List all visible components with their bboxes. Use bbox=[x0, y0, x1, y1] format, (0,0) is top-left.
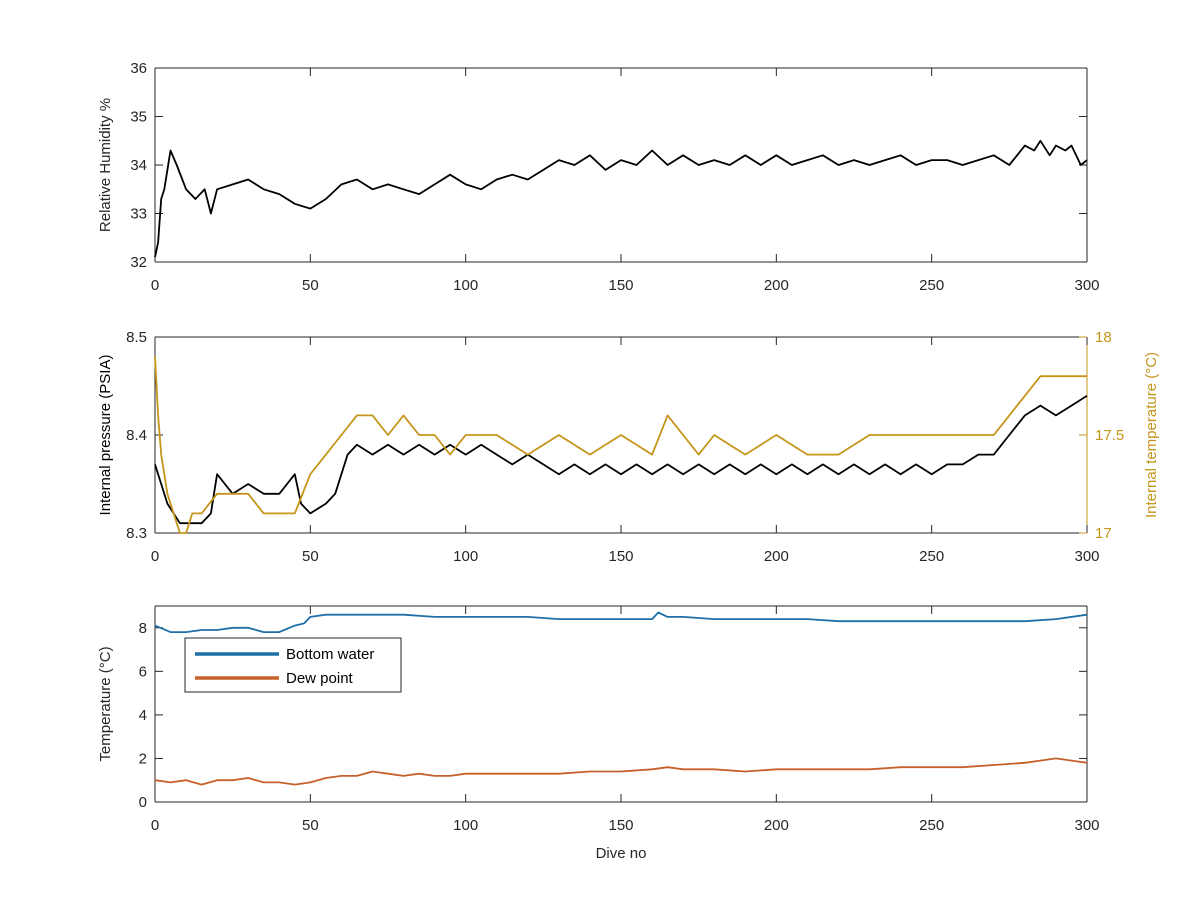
y-tick-label: 36 bbox=[130, 60, 147, 77]
x-tick-label: 0 bbox=[151, 277, 159, 294]
y-axis-label: Temperature (°C) bbox=[97, 646, 114, 761]
y2-axis-label: Internal temperature (°C) bbox=[1143, 352, 1160, 518]
x-tick-label: 250 bbox=[919, 277, 944, 294]
y-tick-label: 2 bbox=[139, 750, 147, 767]
x-tick-label: 0 bbox=[151, 548, 159, 565]
y-tick-label: 35 bbox=[130, 109, 147, 126]
y-tick-label: 34 bbox=[130, 157, 147, 174]
y2-tick-label: 17.5 bbox=[1095, 427, 1124, 444]
y-axis-label: Relative Humidity % bbox=[97, 98, 114, 232]
series-bottom-water-line bbox=[154, 611, 1088, 633]
y-axis-label: Internal pressure (PSIA) bbox=[97, 355, 114, 516]
x-tick-label: 150 bbox=[608, 548, 633, 565]
series-2-1-line bbox=[154, 395, 1088, 525]
y-tick-label: 33 bbox=[130, 206, 147, 223]
x-tick-label: 100 bbox=[453, 817, 478, 834]
x-tick-label: 50 bbox=[302, 277, 319, 294]
x-tick-label: 150 bbox=[608, 277, 633, 294]
panel-2: 0 50 100 150 200 250 300 8.3 8.4 8.5 17 17.5 18 Inter… bbox=[97, 329, 1160, 565]
series-1-1-line bbox=[154, 139, 1088, 258]
x-tick-label: 200 bbox=[764, 277, 789, 294]
y-tick-label: 8 bbox=[139, 620, 147, 637]
x-tick-label: 300 bbox=[1074, 277, 1099, 294]
series-dew-point-line bbox=[154, 757, 1088, 786]
legend-box bbox=[184, 637, 402, 693]
legend-label: Dew point bbox=[286, 670, 354, 687]
y-tick-label: 6 bbox=[139, 663, 147, 680]
y-tick-label: 4 bbox=[139, 707, 147, 724]
y-tick-label: 8.5 bbox=[126, 329, 147, 346]
x-tick-label: 200 bbox=[764, 817, 789, 834]
panel-1: 0 50 100 150 200 250 300 32 33 34 35 36 Relative Hum… bbox=[97, 60, 1100, 294]
x-tick-label: 100 bbox=[453, 277, 478, 294]
x-tick-label: 150 bbox=[608, 817, 633, 834]
legend: Bottom water Dew point bbox=[184, 637, 402, 693]
x-tick-label: 250 bbox=[919, 817, 944, 834]
panel-3: 0 50 100 150 200 250 300 0 2 4 6 8 Temperature (°C) D… bbox=[97, 605, 1100, 862]
y2-tick-label: 18 bbox=[1095, 329, 1112, 346]
x-axis-label: Dive no bbox=[596, 845, 647, 862]
x-tick-label: 300 bbox=[1074, 548, 1099, 565]
series-2-2-line bbox=[154, 356, 1087, 534]
y-tick-label: 32 bbox=[130, 254, 147, 271]
x-tick-label: 200 bbox=[764, 548, 789, 565]
x-tick-label: 50 bbox=[302, 548, 319, 565]
x-tick-label: 0 bbox=[151, 817, 159, 834]
legend-label: Bottom water bbox=[286, 646, 374, 663]
x-tick-label: 50 bbox=[302, 817, 319, 834]
x-tick-label: 100 bbox=[453, 548, 478, 565]
y2-tick-label: 17 bbox=[1095, 525, 1112, 542]
y-tick-label: 8.3 bbox=[126, 525, 147, 542]
x-tick-label: 300 bbox=[1074, 817, 1099, 834]
y-tick-label: 0 bbox=[139, 794, 147, 811]
x-tick-label: 250 bbox=[919, 548, 944, 565]
y-tick-label: 8.4 bbox=[126, 427, 147, 444]
